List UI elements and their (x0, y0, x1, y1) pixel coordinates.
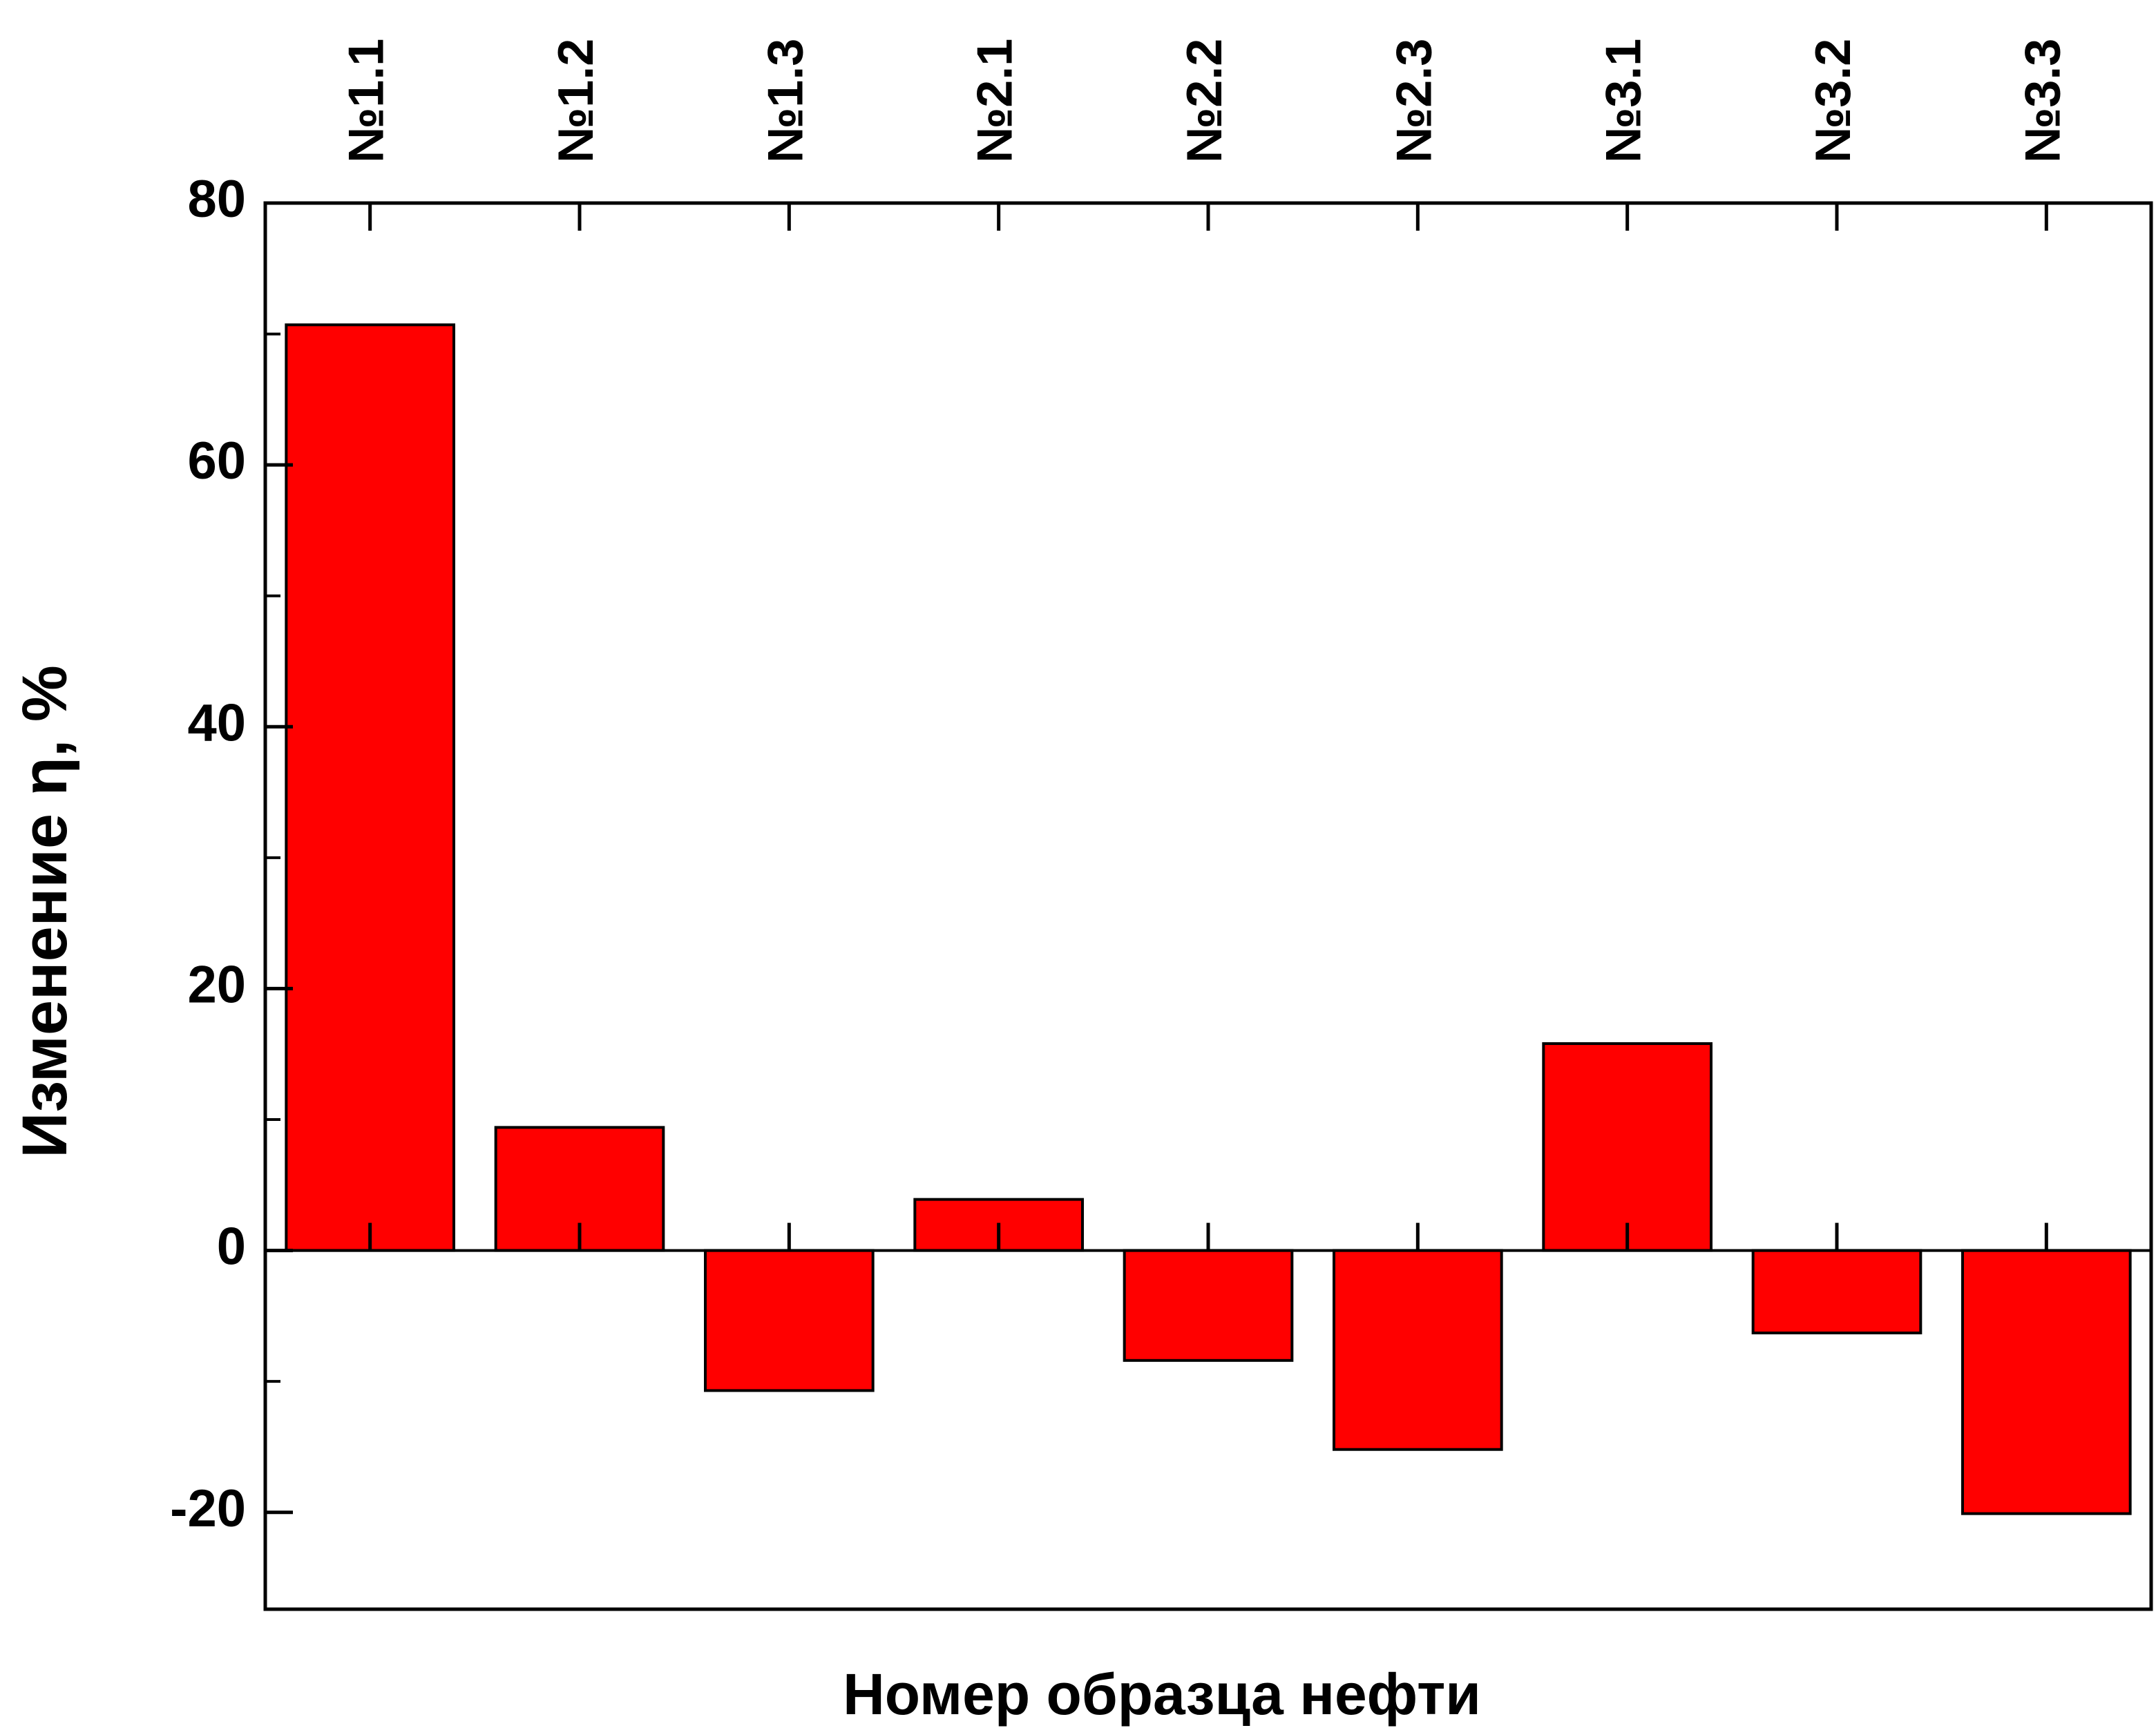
plot-frame (263, 201, 2153, 1611)
bar (1751, 1249, 1923, 1335)
x-tick-label: №1.2 (548, 39, 604, 163)
y-tick-label: 40 (187, 693, 246, 752)
bar (1961, 1249, 2132, 1515)
x-tick-label: №3.2 (1806, 39, 1861, 163)
y-tick-label: 0 (217, 1218, 246, 1276)
x-tick-label: №2.2 (1177, 39, 1232, 163)
x-tick-label: №3.3 (2015, 39, 2070, 163)
y-tick-label: 80 (187, 170, 246, 229)
y-axis-title: Изменение η, % (10, 665, 80, 1158)
bar (704, 1249, 875, 1392)
y-tick-label: -20 (170, 1479, 246, 1538)
x-tick-label: №1.3 (758, 39, 813, 163)
x-tick-label: №2.3 (1386, 39, 1442, 163)
bar (1333, 1249, 1503, 1451)
y-tick-label: 60 (187, 432, 246, 490)
x-tick-label: №3.1 (1596, 39, 1652, 163)
bar (285, 323, 456, 1252)
y-tick-label: 20 (187, 956, 246, 1015)
bar (1542, 1042, 1713, 1252)
x-axis-title: Номер образца нефти (843, 1662, 1481, 1727)
bar (1123, 1249, 1294, 1362)
x-tick-label: №2.1 (968, 39, 1023, 163)
x-tick-label: №1.1 (339, 39, 394, 163)
